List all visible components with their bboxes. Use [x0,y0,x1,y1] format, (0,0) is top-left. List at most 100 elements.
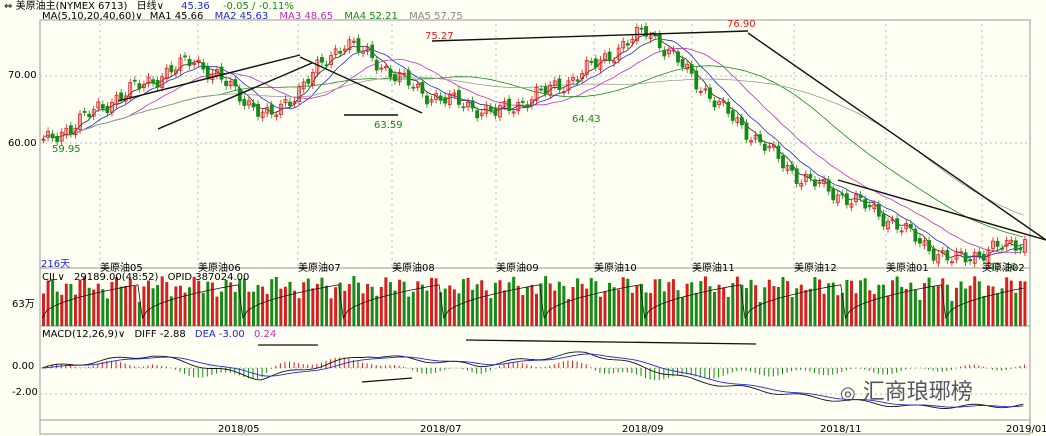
chevron-down-icon[interactable]: ∨ [135,11,143,22]
volume-bar [676,290,680,326]
candle [561,91,566,94]
volume-bar [192,276,196,326]
volume-bar [46,280,50,326]
volume-bar [964,288,968,326]
volume-bar [215,296,219,326]
ma4-line [41,65,1024,238]
candle [598,59,603,70]
candle [320,57,324,63]
volume-bar [658,279,662,326]
candle [644,26,648,37]
candle [931,248,936,261]
candle [374,59,379,71]
symbol-title[interactable]: 美原油主(NYMEX 6713) [15,1,128,12]
volume-bar [932,286,936,326]
candle [475,110,480,119]
volume-bar [708,286,712,326]
volume-bar [818,279,822,326]
candle [196,59,201,63]
cjl-row: CJL∨ 29189.00(48:52) OPID 387024.00 [42,272,249,284]
candle [927,240,931,252]
volume-bar [92,289,96,326]
candle [402,72,407,75]
volume-bar [571,286,575,326]
candle [854,194,858,203]
volume-bar [124,285,128,326]
candle [968,259,973,262]
volume-bar [471,289,475,326]
volume-bar [831,282,835,326]
candle [265,106,270,114]
volume-bar [900,286,904,326]
macd-label[interactable]: MACD(12,26,9) [42,329,118,340]
volume-bar [443,288,447,326]
candle [534,87,539,101]
chevron-down-icon[interactable]: ∨ [156,1,164,12]
candle [292,101,297,104]
candle [333,48,338,55]
date-tick: 2018/11 [820,424,862,435]
candle [785,165,790,171]
volume-bar [840,292,844,326]
volume-bar [375,295,379,326]
volume-bar [617,289,621,326]
ma-label[interactable]: MA(5,10,20,40,60) [42,11,136,22]
volume-bar [1023,281,1027,326]
chevron-down-icon[interactable]: ∨ [117,329,126,340]
volume-bar [293,290,297,326]
candle [845,193,849,205]
candle [228,81,233,86]
candle [447,93,452,105]
candle [260,111,265,118]
candle [520,101,525,103]
candle [790,164,795,171]
volume-bar [101,289,105,326]
volume-bar [274,277,278,326]
candle [356,38,361,52]
volume-bar [1009,280,1013,326]
candle [840,193,845,196]
candle [963,252,968,263]
candle [886,220,890,230]
price-tick: 70.00 [8,70,37,81]
volume-bar [165,282,169,326]
volume-bar [516,285,520,326]
candle [758,134,763,143]
candle [173,69,178,75]
volume-bar [119,286,123,326]
candle [689,64,694,74]
volume-bar [42,293,45,326]
chevron-down-icon[interactable]: ∨ [57,272,65,283]
volume-bar [776,286,780,326]
candle [278,103,283,115]
volume-bar [325,285,329,326]
volume-bar [927,277,931,326]
ma5-line [41,76,1024,216]
volume-bar [315,283,319,326]
low-annotation: 64.43 [572,114,601,125]
volume-bar [306,278,310,326]
volume-bar [562,285,566,326]
volume-bar [366,283,370,326]
volume-bar [498,280,502,326]
candle [676,51,680,63]
menu-icon[interactable]: ⇔ [4,1,13,12]
candle [794,168,799,184]
volume-bar [420,284,424,326]
cjl-label[interactable]: CJL [42,272,58,283]
volume-bar [105,298,109,326]
volume-bar [343,290,347,326]
date-tick: 2019/01 [1006,424,1046,435]
period-label[interactable]: 日线 [136,1,157,12]
high-annotation: 76.90 [727,19,756,30]
candle [73,127,78,136]
header-row: ⇔ 美原油主(NYMEX 6713) 日线∨ 45.36 -0.05 / -0.… [4,1,294,13]
wechat-icon: ◎ [840,383,856,404]
volume-bar [667,282,671,326]
candle [425,95,429,105]
volume-bar [521,295,525,326]
candle [1023,239,1027,253]
candle [256,103,260,117]
volume-bar [128,278,132,326]
